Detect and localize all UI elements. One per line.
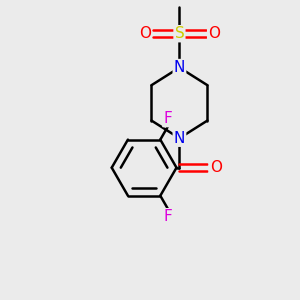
Text: S: S <box>175 26 184 41</box>
Text: O: O <box>210 160 222 175</box>
Text: F: F <box>163 111 172 126</box>
Text: F: F <box>163 209 172 224</box>
Text: N: N <box>174 60 185 75</box>
Text: O: O <box>208 26 220 41</box>
Text: N: N <box>174 131 185 146</box>
Text: O: O <box>139 26 151 41</box>
